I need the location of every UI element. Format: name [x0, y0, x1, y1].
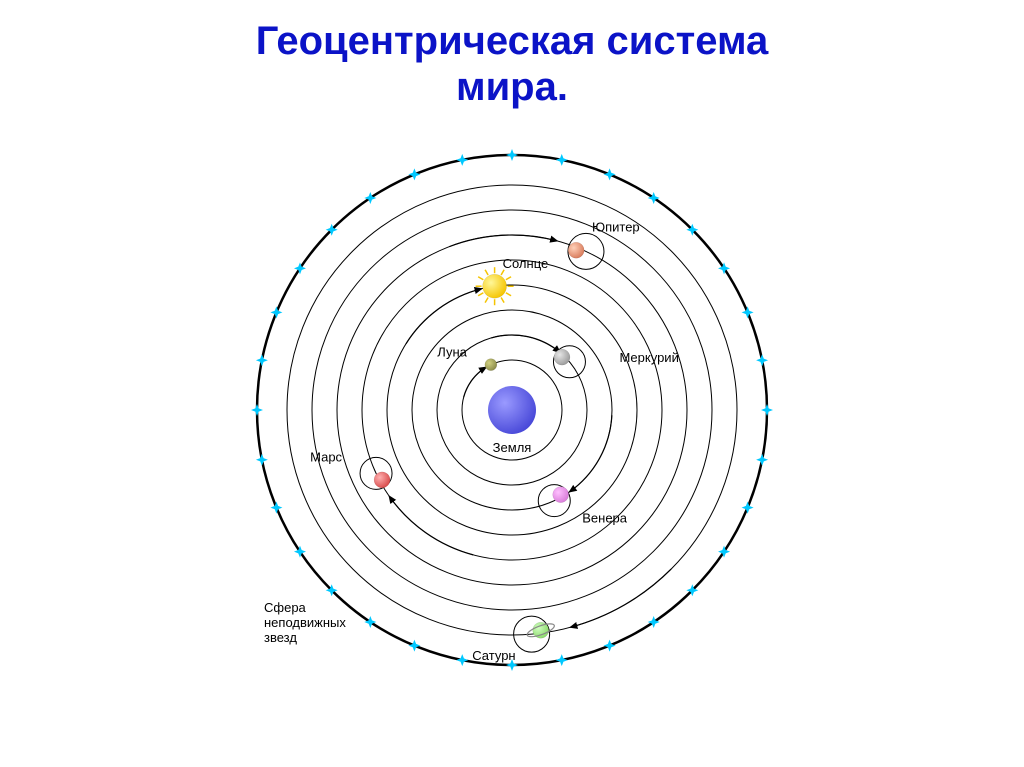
saturn-label: Сатурн — [472, 648, 515, 663]
sun-ray — [506, 277, 511, 280]
title-line2: мира. — [0, 64, 1024, 110]
direction-arrow — [464, 367, 487, 397]
sun-label: Солнце — [503, 256, 549, 271]
star-icon — [456, 154, 468, 166]
earth-label: Земля — [493, 440, 532, 455]
fixed-stars-label: звезд — [264, 630, 297, 645]
sun-ray — [485, 270, 488, 275]
moon-label: Луна — [437, 345, 467, 360]
direction-arrow — [406, 289, 482, 344]
star-icon — [604, 640, 616, 652]
star-icon — [756, 354, 768, 366]
star-icon — [506, 149, 518, 161]
sun-ray — [485, 297, 488, 302]
star-icon — [756, 454, 768, 466]
mars-body — [374, 472, 390, 488]
sun-ray — [478, 277, 483, 280]
star-icon — [761, 404, 773, 416]
direction-arrow — [449, 235, 557, 247]
mars-label: Марс — [310, 449, 342, 464]
sun-ray — [506, 293, 511, 296]
star-icon — [408, 640, 420, 652]
direction-arrow — [491, 335, 560, 353]
star-icon — [251, 404, 263, 416]
jupiter-body — [568, 242, 584, 258]
star-icon — [408, 168, 420, 180]
star-icon — [270, 502, 282, 514]
direction-arrow — [569, 415, 612, 492]
venus-label: Венера — [582, 511, 628, 526]
jupiter-label: Юпитер — [592, 219, 640, 234]
star-icon — [256, 354, 268, 366]
star-icon — [604, 168, 616, 180]
sun-ray — [478, 293, 483, 296]
sun-ray — [501, 297, 504, 302]
page-title: Геоцентрическая система мира. — [0, 0, 1024, 110]
mercury-label: Меркурий — [619, 350, 678, 365]
star-icon — [742, 306, 754, 318]
geocentric-diagram: Земля Луна Меркурий Венера Солнце Марс Юпитер С… — [202, 120, 822, 700]
title-line1: Геоцентрическая система — [0, 18, 1024, 64]
star-icon — [256, 454, 268, 466]
fixed-stars-label: Сфера — [264, 600, 307, 615]
earth-body — [488, 386, 536, 434]
mercury-body — [554, 349, 570, 365]
moon-body — [485, 359, 497, 371]
sun-body — [483, 274, 507, 298]
star-icon — [556, 654, 568, 666]
fixed-stars-label: неподвижных — [264, 615, 346, 630]
star-icon — [270, 306, 282, 318]
diagram-container: Земля Луна Меркурий Венера Солнце Марс Юпитер С… — [0, 120, 1024, 700]
star-icon — [556, 154, 568, 166]
star-icon — [742, 502, 754, 514]
venus-body — [553, 487, 569, 503]
star-icon — [456, 654, 468, 666]
